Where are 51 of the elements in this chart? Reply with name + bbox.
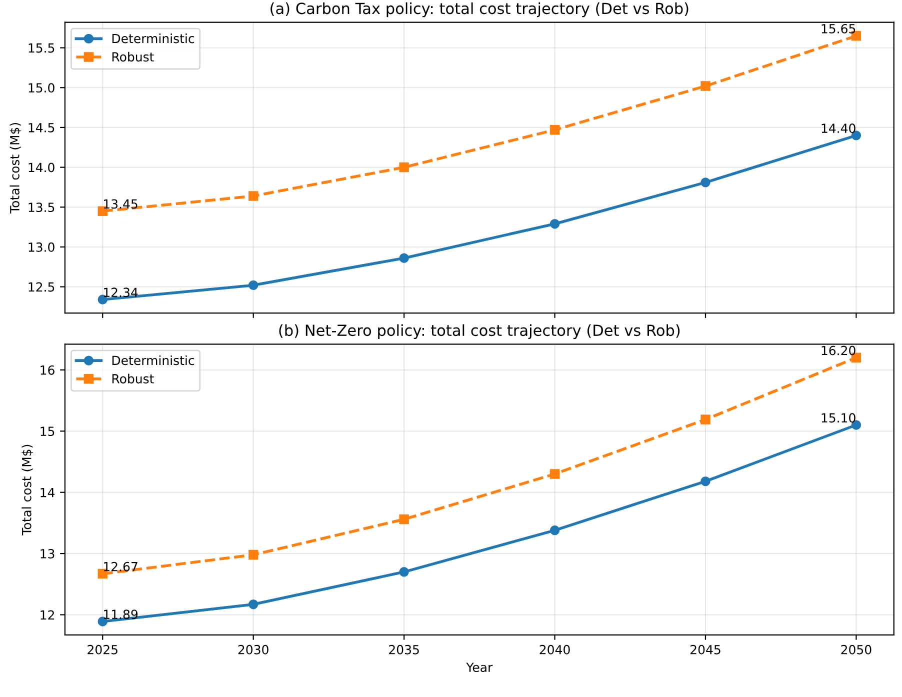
data-label: 11.89 [104, 610, 138, 620]
x-tick-label: 2025 [88, 644, 118, 654]
point [700, 81, 710, 91]
y-tick-label: 12.5 [28, 282, 54, 292]
data-label: 13.45 [104, 199, 138, 209]
y-axis-title: Total cost (M$) [10, 122, 22, 214]
data-label: 12.34 [104, 288, 138, 298]
legend-label: Robust [112, 374, 154, 384]
point [248, 280, 258, 290]
x-tick-label: 2050 [841, 644, 872, 654]
point [700, 476, 710, 486]
data-label: 14.40 [822, 124, 856, 134]
y-axis-title: Total cost (M$) [22, 444, 33, 536]
x-axis-title: Year [466, 662, 493, 672]
x-tick-label: 2030 [238, 644, 268, 654]
data-label: 15.65 [822, 24, 856, 34]
point [550, 469, 560, 479]
point [700, 414, 710, 424]
y-tick-label: 15.0 [28, 83, 54, 93]
chart-title: (a) Carbon Tax policy: total cost trajectory (Det vs Rob) [270, 2, 688, 18]
y-tick-label: 14.5 [28, 123, 54, 132]
x-tick-label: 2040 [540, 644, 570, 654]
x-tick-label: 2045 [690, 644, 720, 654]
y-tick-label: 14.0 [28, 162, 54, 172]
data-label: 12.67 [104, 562, 138, 572]
y-tick-label: 13.5 [28, 202, 54, 212]
y-tick-label: 16 [40, 365, 54, 375]
y-tick-label: 12 [40, 610, 54, 620]
point [550, 525, 560, 536]
data-label: 15.10 [822, 413, 856, 423]
y-tick-label: 13.0 [28, 242, 54, 252]
legend-label: Deterministic [112, 355, 194, 366]
y-tick-label: 14 [40, 488, 55, 498]
point [399, 567, 409, 577]
point [550, 218, 560, 229]
point [700, 178, 710, 188]
legend-label: Robust [112, 52, 154, 62]
y-tick-label: 15.5 [28, 43, 54, 53]
point [248, 191, 258, 201]
point [248, 550, 258, 560]
data-label: 16.20 [822, 346, 856, 356]
x-tick-label: 2035 [389, 644, 419, 654]
y-tick-label: 13 [40, 549, 54, 558]
point [248, 600, 258, 610]
legend-label: Deterministic [112, 34, 194, 44]
point [399, 514, 409, 524]
point [550, 124, 560, 135]
chart-title: (b) Net-Zero policy: total cost trajectory (Det vs Rob) [279, 324, 680, 340]
y-tick-label: 15 [40, 426, 54, 436]
point [399, 162, 409, 172]
point [399, 253, 409, 263]
